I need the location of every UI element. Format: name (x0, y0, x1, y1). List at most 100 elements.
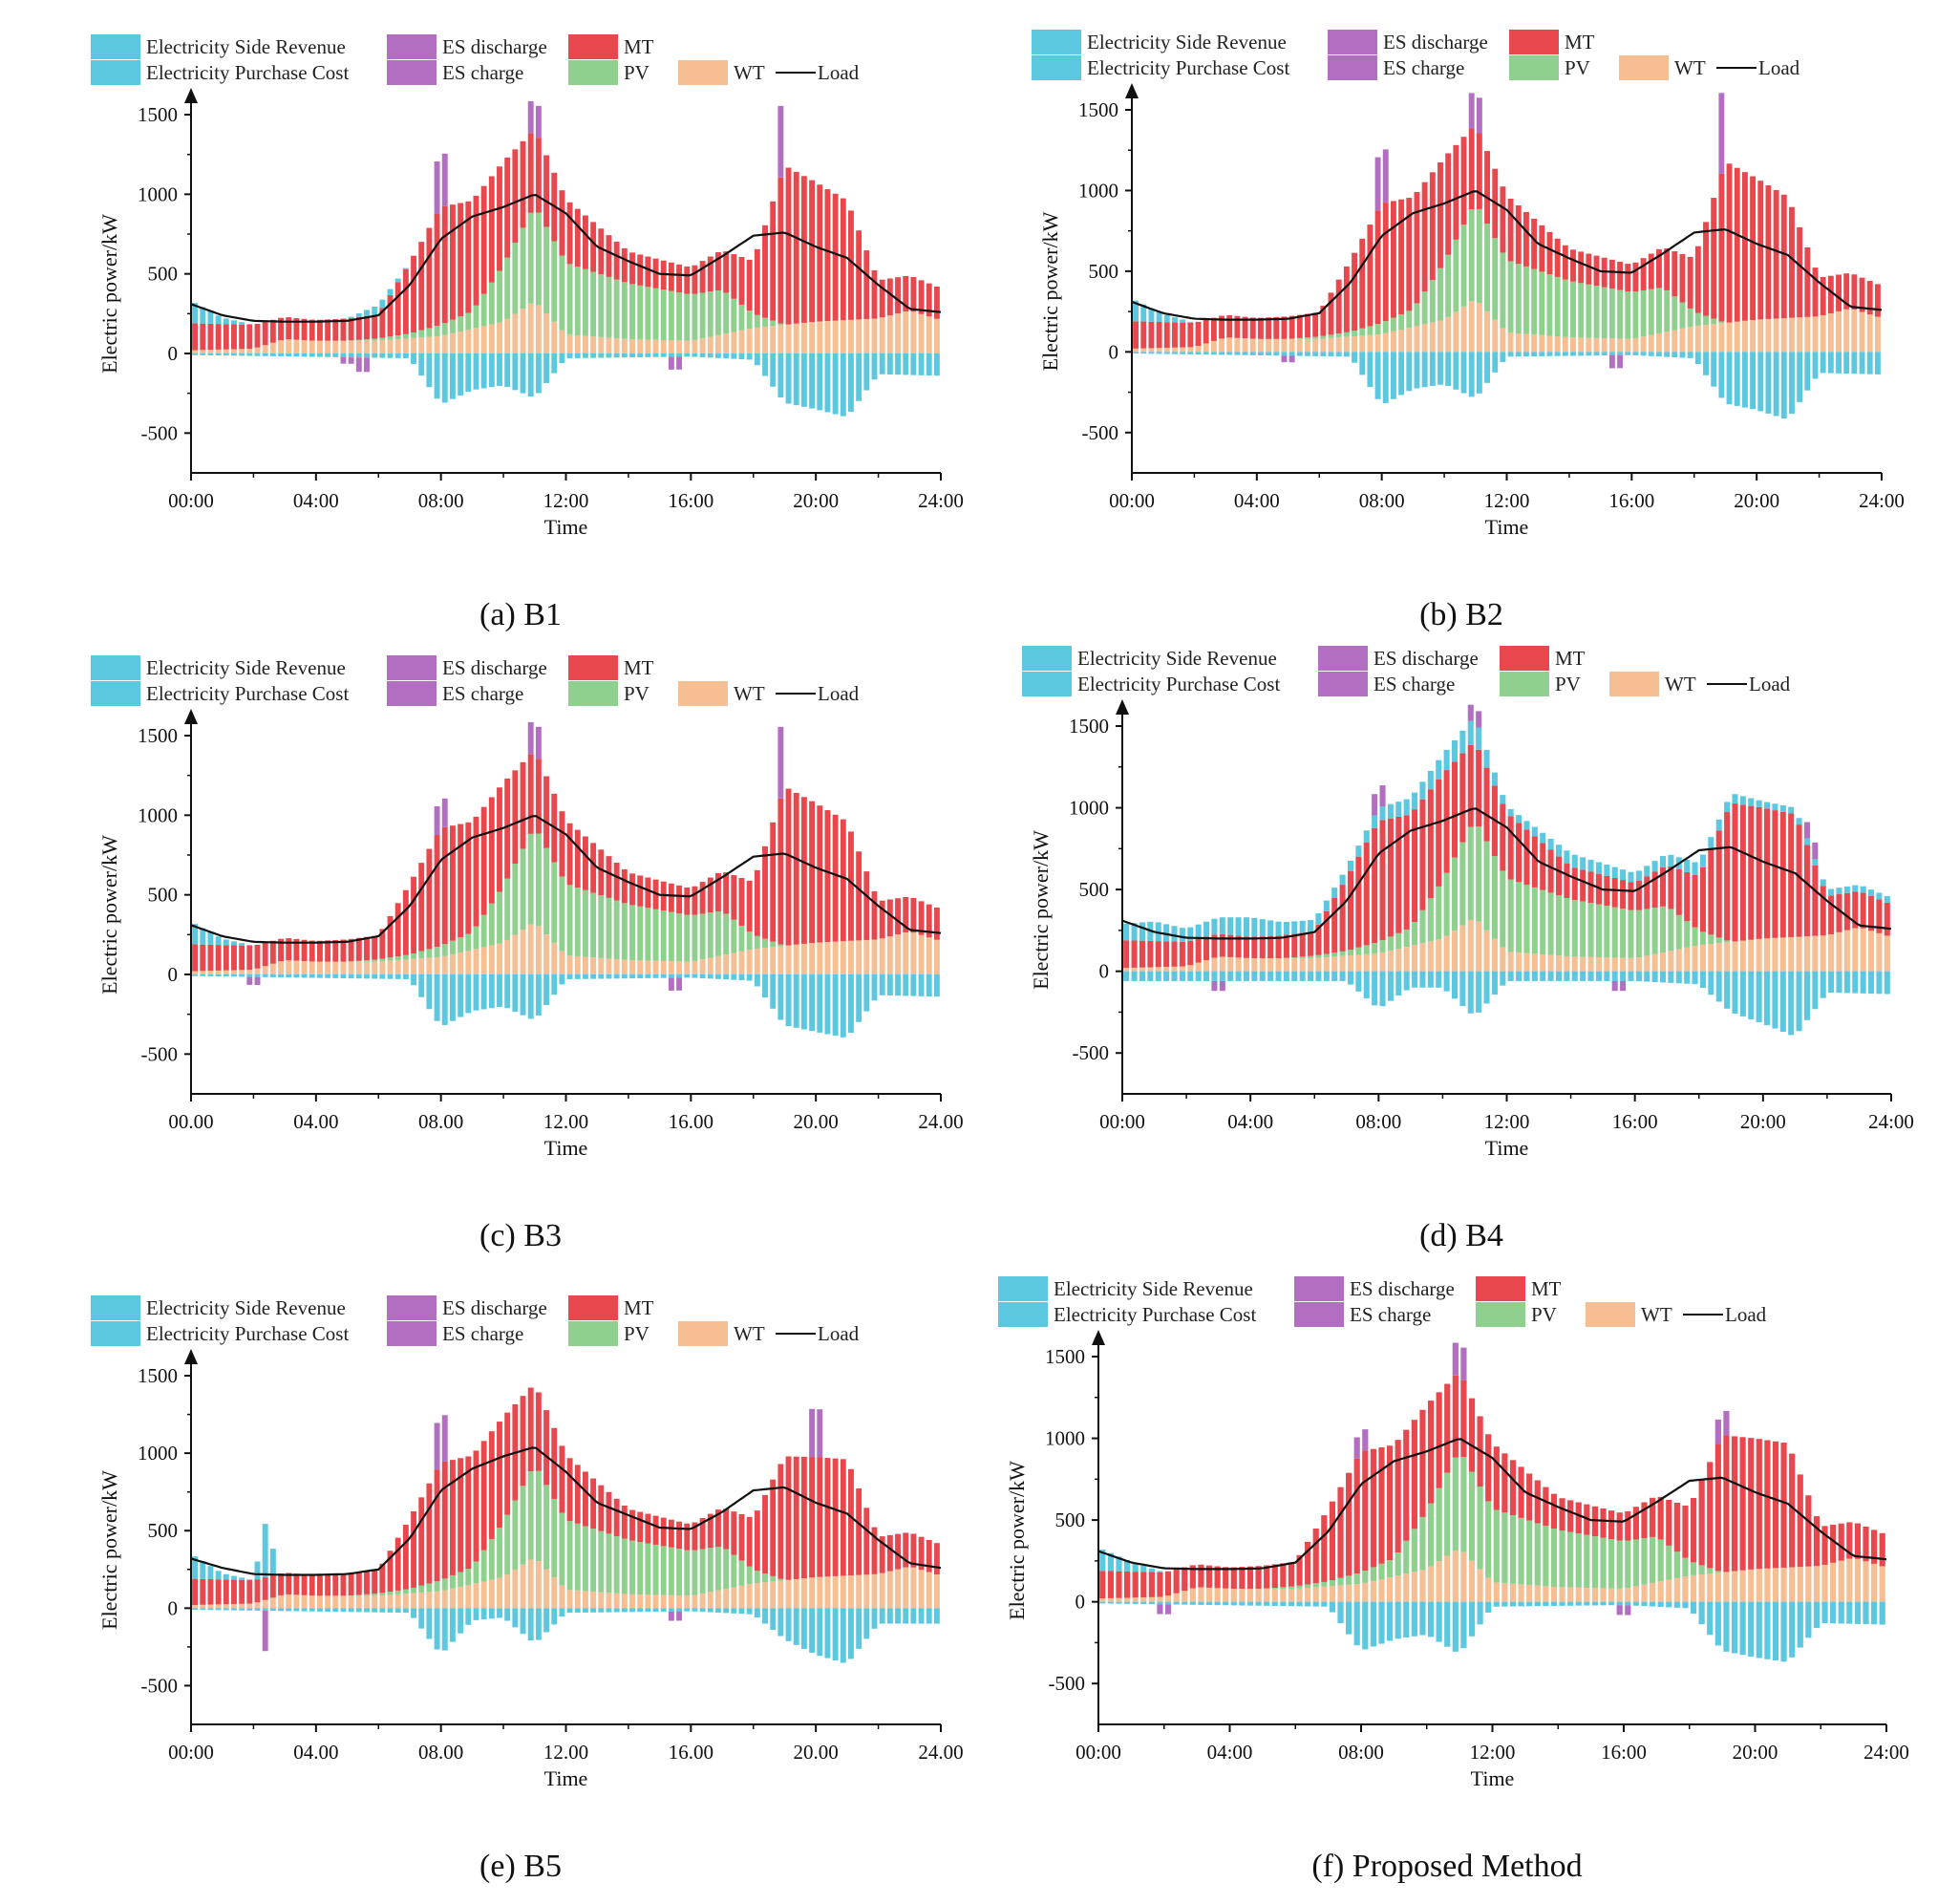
bar-mt (1429, 172, 1436, 280)
bar-mt (1604, 875, 1610, 907)
bar-mt (1296, 314, 1303, 338)
bar-purchase (301, 974, 308, 978)
bar-purchase (676, 974, 683, 978)
bar-mt (738, 1513, 745, 1561)
bar-mt (286, 938, 292, 961)
bar-mt (1879, 1532, 1885, 1567)
bar-purchase (1406, 352, 1413, 392)
bar-mt (355, 316, 362, 340)
bar-purchase (286, 974, 292, 978)
bar-wt (1226, 337, 1233, 353)
legend-purchase-swatch (998, 1302, 1048, 1327)
bar-purchase (1797, 352, 1803, 402)
bar-wt (1459, 925, 1466, 972)
bar-revenue (1132, 1563, 1139, 1572)
legend-pv-swatch (1509, 55, 1559, 80)
bar-mt (1257, 317, 1264, 339)
bar-mt (332, 939, 339, 962)
bar-purchase (1195, 352, 1202, 355)
bar-pv (1703, 315, 1709, 326)
bar-purchase (1255, 1601, 1262, 1606)
bar-mt (1452, 1375, 1459, 1458)
bar-mt (1649, 1497, 1656, 1537)
bar-mt (699, 261, 706, 293)
bar-pv (762, 1573, 768, 1583)
bar-mt (918, 280, 925, 314)
bar-mt (1219, 315, 1224, 339)
bar-revenue (1803, 838, 1810, 845)
bar-purchase (1291, 971, 1298, 981)
bar-wt (1148, 348, 1155, 353)
bar-purchase (449, 353, 456, 399)
x-tick-label: 24.00 (918, 1741, 963, 1764)
bar-purchase (1644, 971, 1650, 982)
bar-pv (458, 1572, 464, 1587)
bar-pv (488, 1538, 495, 1580)
bar-pv (1329, 1580, 1336, 1587)
legend-es-charge-label: ES charge (442, 682, 523, 705)
bar-purchase (348, 1608, 354, 1613)
bar-wt (473, 328, 479, 353)
bar-mt (418, 242, 425, 331)
bar-wt (1649, 1582, 1656, 1602)
bar-purchase (355, 974, 362, 979)
bar-purchase (1812, 352, 1819, 379)
bar-pv (441, 323, 448, 335)
bar-purchase (637, 1608, 644, 1613)
bar-wt (1540, 954, 1546, 972)
bar-wt (621, 1594, 628, 1609)
bar-purchase (1600, 1601, 1607, 1606)
bar-es-discharge (1362, 1429, 1369, 1451)
bar-mt (1172, 322, 1178, 348)
bar-wt (520, 1564, 526, 1609)
bar-mt (1827, 275, 1834, 314)
bar-purchase (1148, 352, 1155, 354)
bar-wt (1595, 957, 1602, 972)
bar-mt (1773, 189, 1779, 319)
bar-wt (1308, 957, 1314, 972)
bar-wt (1223, 1588, 1229, 1602)
bar-purchase (1395, 971, 1402, 996)
legend-wt-label: WT (1674, 56, 1706, 79)
bar-pv (1328, 334, 1334, 338)
bar-revenue (1116, 1556, 1122, 1572)
bar-purchase (1305, 352, 1310, 356)
bar-wt (449, 953, 456, 974)
bar-mt (309, 1574, 315, 1596)
bar-mt (1539, 225, 1545, 272)
bar-purchase (497, 1608, 502, 1618)
bar-purchase (215, 353, 222, 356)
bar-pv (1672, 296, 1678, 331)
bar-purchase (1827, 352, 1834, 374)
bar-wt (1436, 939, 1442, 972)
x-axis-label: Time (1471, 1766, 1515, 1790)
bar-purchase (1187, 352, 1194, 354)
bar-wt (1651, 953, 1658, 972)
bar-pv (1640, 289, 1647, 337)
bar-revenue (1355, 845, 1362, 857)
bar-purchase (402, 974, 409, 979)
bar-mt (879, 1536, 885, 1573)
bar-wt (1155, 967, 1161, 972)
bar-revenue (1323, 900, 1330, 911)
bar-wt (254, 1602, 261, 1609)
bar-revenue (1235, 917, 1242, 936)
bar-mt (1335, 279, 1342, 334)
bar-purchase (707, 353, 713, 358)
bar-wt (777, 325, 784, 353)
bar-es-discharge (809, 1408, 816, 1458)
bar-purchase (1628, 971, 1634, 981)
bar-mt (1584, 1504, 1590, 1535)
bar-mt (1173, 1569, 1180, 1594)
panel-caption: (f) Proposed Method (1311, 1849, 1583, 1884)
bar-wt (1692, 946, 1698, 972)
bar-mt (473, 195, 479, 306)
bar-mt (1682, 1505, 1689, 1558)
bar-purchase (1632, 352, 1639, 355)
bar-revenue (215, 936, 222, 946)
bar-mt (1436, 779, 1442, 887)
bar-purchase (926, 1608, 932, 1624)
bar-purchase (1765, 352, 1772, 414)
bar-mt (1451, 761, 1459, 858)
